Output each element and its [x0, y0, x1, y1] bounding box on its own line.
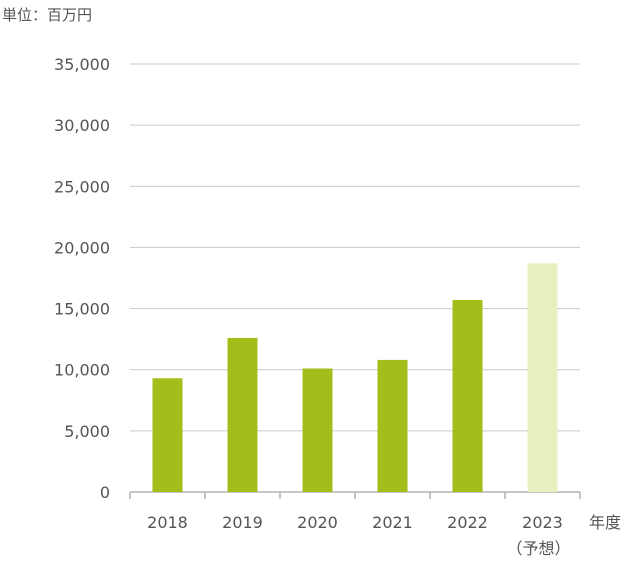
y-tick-label: 35,000 — [54, 55, 110, 74]
bar-2018 — [152, 378, 183, 492]
x-tick-label: 2021 — [372, 513, 413, 532]
x-tick-label: 2023 — [522, 513, 563, 532]
bar-2021 — [377, 359, 408, 492]
x-tick-label: 2018 — [147, 513, 188, 532]
x-axis-label: 年度 — [589, 513, 621, 532]
x-tick-label: 2022 — [447, 513, 488, 532]
x-tick-sublabel: （予想） — [506, 539, 570, 558]
y-tick-label: 15,000 — [54, 300, 110, 319]
x-tick-label: 2020 — [297, 513, 338, 532]
y-tick-label: 10,000 — [54, 361, 110, 380]
y-tick-label: 30,000 — [54, 116, 110, 135]
bar-2020 — [302, 368, 333, 492]
y-tick-label: 25,000 — [54, 177, 110, 196]
bar-2019 — [227, 337, 258, 492]
unit-label: 単位：百万円 — [2, 6, 93, 24]
x-tick-label: 2019 — [222, 513, 263, 532]
y-tick-label: 5,000 — [64, 422, 110, 441]
bar-2023 — [527, 263, 558, 492]
bar-2022 — [452, 300, 483, 492]
y-tick-label: 0 — [100, 483, 110, 502]
y-tick-label: 20,000 — [54, 238, 110, 257]
